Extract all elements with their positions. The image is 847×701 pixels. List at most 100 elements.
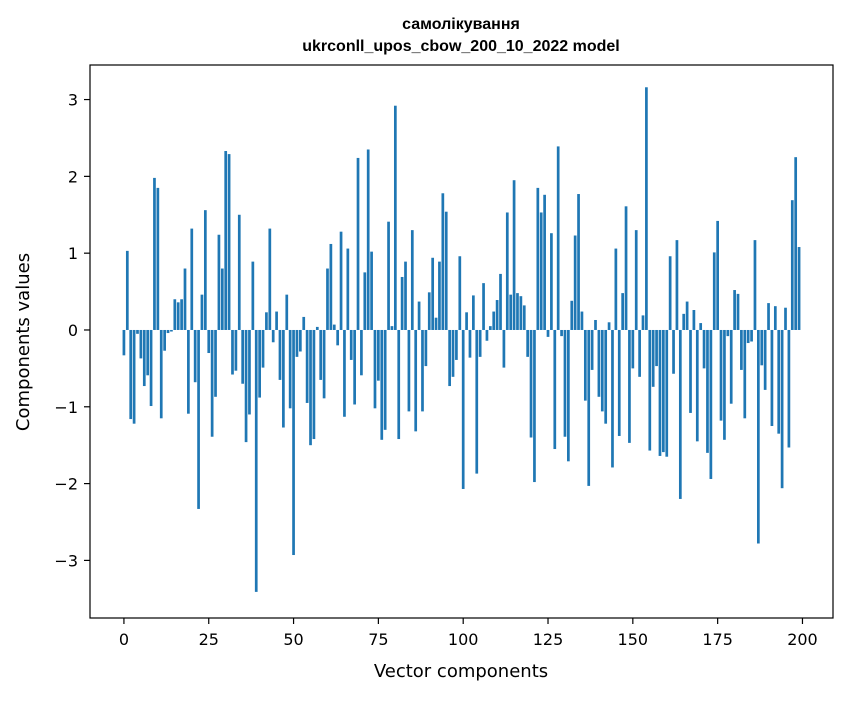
bar bbox=[533, 329, 536, 483]
y-tick-label: 3 bbox=[68, 91, 78, 110]
bar bbox=[658, 329, 662, 456]
bar bbox=[149, 329, 153, 407]
bar bbox=[736, 293, 740, 330]
bar bbox=[777, 329, 781, 434]
bar bbox=[285, 294, 289, 330]
bar bbox=[699, 323, 703, 330]
x-tick-label: 175 bbox=[702, 630, 733, 649]
bar bbox=[502, 329, 506, 368]
bar bbox=[702, 329, 706, 369]
bar bbox=[187, 329, 190, 414]
bar bbox=[773, 306, 777, 330]
bar bbox=[607, 322, 611, 330]
bar bbox=[587, 329, 591, 486]
bar bbox=[397, 329, 401, 440]
bar bbox=[757, 329, 760, 544]
bar bbox=[733, 290, 736, 330]
bar bbox=[410, 230, 414, 330]
bar bbox=[444, 211, 448, 330]
bar bbox=[706, 329, 709, 453]
bar bbox=[600, 329, 604, 412]
bar bbox=[424, 329, 428, 367]
bar bbox=[665, 329, 669, 457]
y-tick-label: 1 bbox=[68, 244, 78, 263]
bar bbox=[543, 194, 546, 330]
bar bbox=[604, 329, 608, 424]
bar bbox=[553, 329, 557, 450]
bar bbox=[125, 250, 129, 330]
bar bbox=[427, 292, 431, 330]
bar bbox=[183, 268, 187, 330]
bar bbox=[248, 329, 251, 415]
bar bbox=[512, 180, 516, 330]
bar bbox=[577, 194, 580, 330]
bar bbox=[648, 329, 652, 451]
bar bbox=[349, 329, 353, 360]
bar bbox=[343, 329, 346, 417]
bar bbox=[360, 329, 363, 376]
bar bbox=[282, 329, 285, 428]
bar bbox=[475, 329, 479, 474]
bar bbox=[760, 329, 764, 366]
bar bbox=[726, 329, 730, 337]
bar bbox=[675, 240, 679, 330]
bar bbox=[329, 243, 333, 330]
bar bbox=[241, 329, 245, 384]
bar bbox=[519, 296, 523, 330]
bar bbox=[495, 300, 499, 330]
bar bbox=[210, 329, 214, 437]
bar bbox=[461, 329, 465, 489]
bar bbox=[455, 329, 458, 360]
bar bbox=[288, 329, 292, 409]
x-tick-label: 50 bbox=[283, 630, 303, 649]
bar bbox=[231, 329, 234, 375]
bar bbox=[363, 272, 367, 330]
bar bbox=[400, 276, 404, 330]
bar bbox=[767, 303, 770, 330]
bar bbox=[685, 301, 689, 330]
bar bbox=[668, 256, 672, 330]
bar bbox=[719, 329, 723, 421]
bar bbox=[258, 329, 261, 398]
bar bbox=[292, 329, 295, 556]
bar bbox=[139, 329, 143, 359]
bar bbox=[488, 326, 492, 330]
bar bbox=[414, 329, 418, 432]
x-tick-label: 100 bbox=[448, 630, 479, 649]
bar bbox=[763, 329, 767, 390]
bar bbox=[638, 329, 641, 377]
bar bbox=[594, 319, 597, 330]
bar bbox=[482, 283, 485, 330]
bar bbox=[573, 235, 577, 330]
bar bbox=[526, 329, 530, 357]
bar bbox=[567, 329, 570, 462]
bar bbox=[309, 329, 312, 446]
bar bbox=[197, 329, 200, 509]
chart-title: самолікування bbox=[402, 16, 520, 33]
bar bbox=[431, 257, 435, 330]
bar bbox=[176, 302, 180, 330]
bar bbox=[709, 329, 713, 479]
bar bbox=[611, 329, 614, 468]
bar bbox=[590, 329, 594, 370]
x-tick-label: 0 bbox=[119, 630, 129, 649]
bar bbox=[373, 329, 377, 409]
bar bbox=[180, 299, 183, 330]
bar bbox=[492, 311, 496, 330]
bar bbox=[570, 300, 574, 330]
x-tick-label: 25 bbox=[199, 630, 219, 649]
bar bbox=[377, 329, 380, 381]
bar bbox=[580, 311, 584, 330]
bar bbox=[159, 329, 163, 419]
bar bbox=[200, 294, 204, 330]
bar bbox=[634, 230, 638, 330]
x-tick-label: 125 bbox=[533, 630, 564, 649]
bar bbox=[278, 329, 282, 380]
bar bbox=[655, 329, 658, 367]
bar bbox=[583, 329, 587, 401]
bar bbox=[332, 324, 336, 330]
y-tick-label: 0 bbox=[68, 321, 78, 340]
bar bbox=[617, 329, 621, 436]
bar bbox=[441, 193, 445, 330]
